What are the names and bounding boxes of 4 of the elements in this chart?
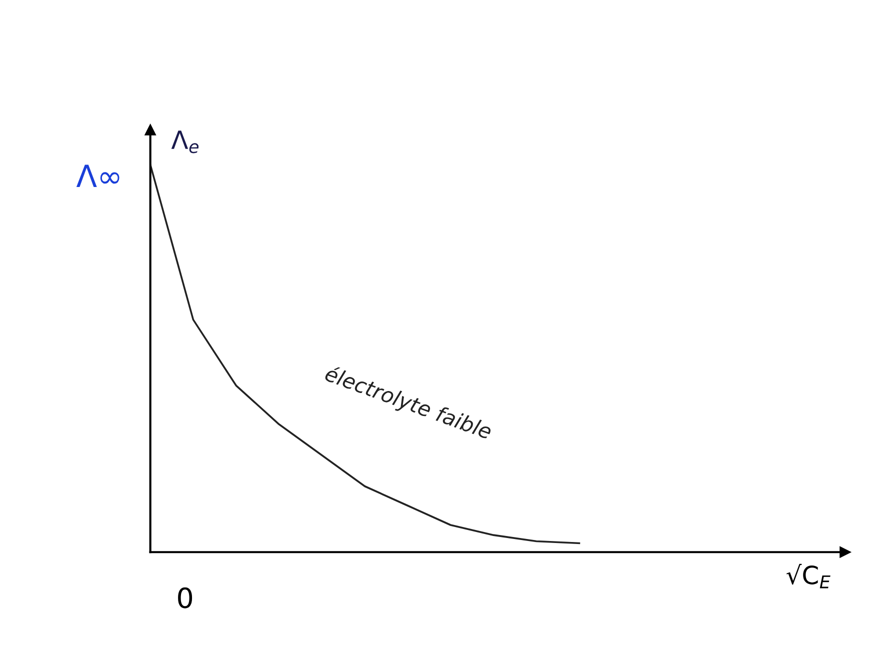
text: 0 bbox=[178, 587, 192, 608]
text: √C$_{E}$ bbox=[786, 564, 830, 588]
y-axis-title: Λ$_{e}$ bbox=[171, 130, 199, 154]
text: Λ∞ bbox=[76, 164, 120, 188]
